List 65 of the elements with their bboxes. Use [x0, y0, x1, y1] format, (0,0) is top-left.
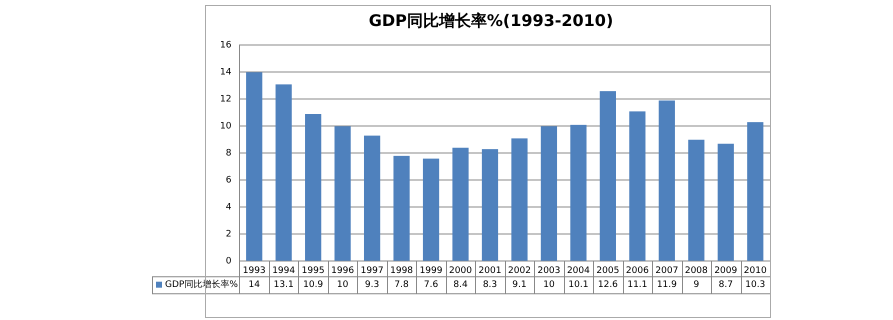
bar	[422, 158, 440, 261]
y-tick-label: 8	[226, 148, 232, 159]
bar	[276, 84, 292, 261]
data-label: 9.3	[364, 280, 380, 290]
x-tick-label: 1998	[390, 266, 414, 276]
x-tick-label: 2003	[537, 266, 560, 276]
x-tick-label: 2008	[684, 266, 708, 276]
bar	[364, 136, 380, 261]
x-tick-label: 2009	[714, 266, 738, 276]
data-label: 10.3	[745, 280, 766, 290]
x-tick-label: 2001	[478, 266, 502, 276]
data-label: 8.4	[453, 280, 468, 290]
data-label: 9	[693, 280, 700, 290]
bar	[511, 138, 528, 261]
y-tick-label: 14	[220, 68, 232, 78]
legend-label: GDP同比增长率%	[165, 279, 238, 290]
data-label: 8.7	[718, 280, 733, 290]
x-tick-label: 1993	[242, 266, 266, 276]
data-label: 8.3	[482, 280, 498, 290]
bar	[600, 91, 616, 261]
bar	[629, 111, 646, 261]
bar	[393, 156, 410, 261]
x-tick-label: 1996	[331, 266, 354, 276]
bar	[688, 140, 704, 261]
bar	[658, 100, 675, 261]
x-tick-label: 2007	[655, 266, 678, 276]
bar	[305, 114, 322, 261]
x-tick-label: 2005	[596, 266, 620, 276]
x-tick-label: 2006	[626, 266, 650, 276]
data-label: 10	[543, 280, 555, 290]
data-label: 7.8	[394, 280, 409, 290]
bar	[334, 126, 351, 261]
data-label: 12.6	[598, 280, 618, 290]
data-label: 10.9	[303, 280, 324, 290]
y-tick-label: 4	[226, 202, 232, 213]
y-tick-label: 0	[226, 256, 232, 267]
bar	[540, 126, 558, 261]
data-label: 11.1	[627, 280, 648, 290]
x-tick-label: 2000	[449, 266, 472, 276]
x-tick-label: 1994	[272, 266, 296, 276]
bar	[747, 122, 764, 261]
data-label: 13.1	[274, 280, 294, 290]
y-tick-label: 16	[220, 40, 232, 51]
bar	[718, 144, 734, 261]
bar	[246, 72, 262, 261]
x-tick-label: 2010	[744, 266, 767, 276]
y-tick-label: 6	[226, 176, 232, 186]
data-label: 14	[248, 280, 260, 290]
data-label: 11.9	[656, 280, 678, 290]
bar	[570, 124, 587, 261]
data-label: 10	[336, 280, 349, 290]
data-label: 7.6	[424, 280, 438, 290]
data-label: 10.1	[568, 280, 588, 290]
x-tick-label: 2004	[566, 266, 590, 276]
x-tick-label: 2002	[508, 266, 531, 276]
x-tick-label: 1995	[302, 266, 325, 276]
chart-title: GDP同比增长率%(1993-2010)	[368, 10, 614, 30]
bar	[452, 148, 469, 261]
y-tick-label: 2	[226, 230, 232, 240]
y-tick-label: 10	[220, 122, 232, 132]
x-tick-label: 1999	[420, 266, 443, 276]
data-label: 9.1	[512, 280, 527, 290]
x-tick-label: 1997	[360, 266, 384, 276]
y-tick-label: 12	[220, 94, 232, 105]
bar	[482, 149, 498, 261]
